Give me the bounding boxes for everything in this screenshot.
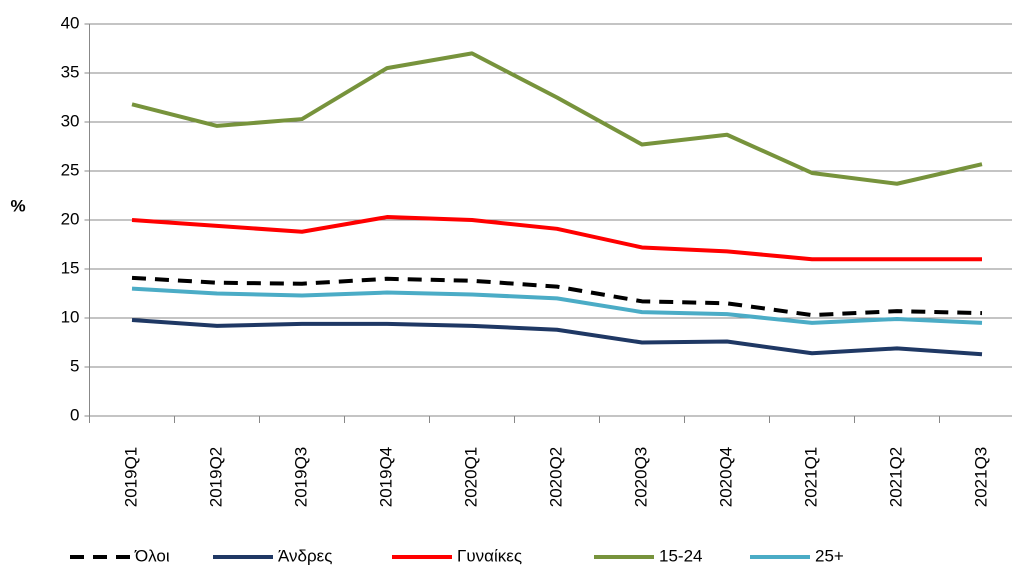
x-tick-label: 2019Q3 (291, 447, 310, 508)
legend-label: 15-24 (659, 546, 702, 565)
line (131, 317, 983, 357)
x-tick-label: 2019Q2 (206, 447, 225, 508)
legend-label: 25+ (815, 546, 844, 565)
legend-label: Άνδρες (278, 546, 332, 565)
y-tick-label: 40 (61, 13, 80, 32)
x-tick-label: 2020Q2 (546, 447, 565, 508)
x-tick-label: 2021Q2 (886, 447, 905, 508)
x-tick-label: 2020Q1 (461, 447, 480, 508)
y-tick-label: 25 (61, 160, 80, 179)
y-axis-label: % (10, 196, 25, 215)
x-tick-label: 2021Q1 (801, 447, 820, 508)
x-tick-label: 2019Q1 (121, 447, 140, 508)
line (131, 215, 982, 262)
x-tick-label: 2019Q4 (376, 447, 395, 508)
x-tick-label: 2020Q3 (631, 447, 650, 508)
line (131, 286, 983, 325)
legend-label: Όλοι (134, 546, 170, 565)
x-tick-label: 2020Q4 (716, 447, 735, 508)
y-tick-label: 0 (70, 405, 79, 424)
y-tick-label: 30 (61, 111, 80, 130)
y-tick-label: 5 (70, 356, 79, 375)
y-tick-label: 20 (61, 209, 80, 228)
legend-label: Γυναίκες (457, 546, 522, 565)
line (131, 275, 983, 318)
y-tick-label: 10 (61, 307, 80, 326)
y-tick-label: 15 (61, 258, 80, 277)
x-tick-label: 2021Q3 (971, 447, 990, 508)
line (131, 51, 983, 186)
y-tick-label: 35 (61, 62, 80, 81)
